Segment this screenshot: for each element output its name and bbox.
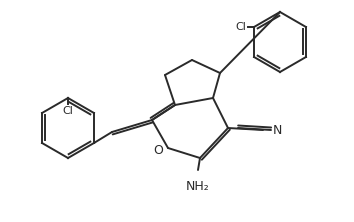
Text: N: N <box>273 123 282 137</box>
Text: Cl: Cl <box>235 22 246 32</box>
Text: NH₂: NH₂ <box>186 180 210 193</box>
Text: Cl: Cl <box>63 106 73 116</box>
Text: O: O <box>153 143 163 157</box>
